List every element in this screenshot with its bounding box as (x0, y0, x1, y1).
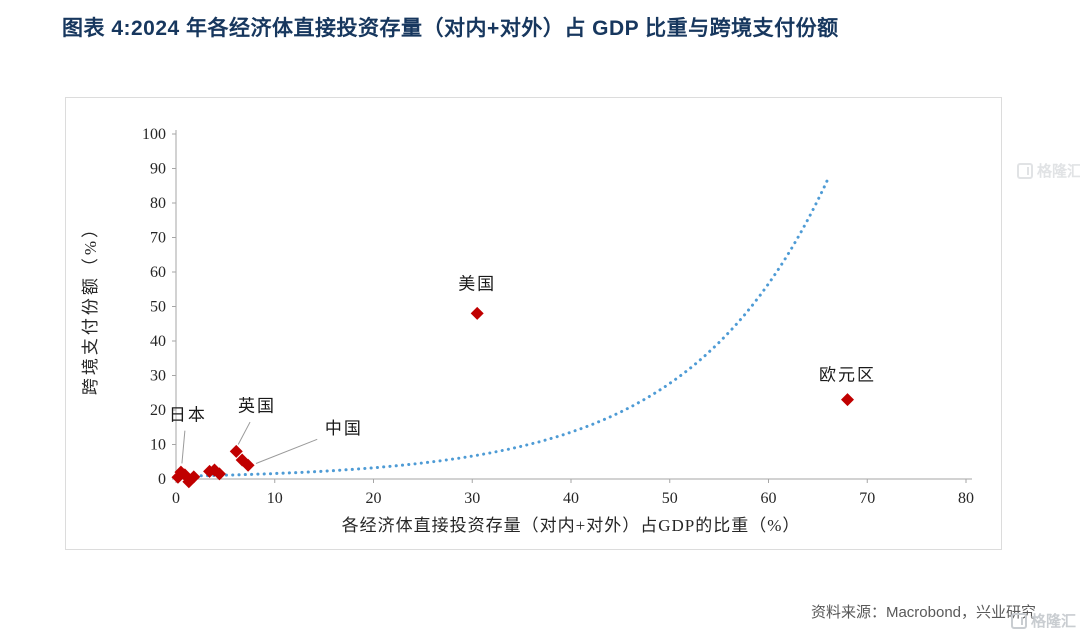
y-tick-label: 50 (150, 299, 166, 316)
annotation-leader-line (255, 438, 318, 464)
x-tick-label: 40 (563, 490, 579, 507)
gelonghui-logo-icon (1016, 162, 1033, 179)
y-axis-title: 跨境支付份额（%） (81, 218, 100, 395)
source-note: 资料来源：Macrobond，兴业研究 (810, 604, 1036, 621)
x-tick-label: 0 (172, 490, 180, 507)
point-label: 美国 (458, 274, 496, 293)
scatter-point (171, 470, 185, 484)
y-tick-label: 20 (150, 402, 166, 419)
y-tick-label: 0 (158, 471, 166, 488)
x-tick-label: 50 (662, 490, 678, 507)
annotation-leader-line (237, 421, 251, 445)
y-tick-label: 10 (150, 437, 166, 454)
watermark-bottom: 格隆汇 (1010, 610, 1076, 631)
scatter-point (229, 444, 243, 458)
y-tick-label: 70 (150, 230, 166, 247)
y-tick-label: 90 (150, 161, 166, 178)
scatter-point (470, 306, 484, 320)
x-tick-label: 20 (366, 490, 382, 507)
point-label: 欧元区 (819, 366, 876, 385)
y-tick-label: 60 (150, 264, 166, 281)
y-tick-label: 80 (150, 195, 166, 212)
y-tick-label: 100 (142, 126, 166, 143)
watermark-side: 格隆汇 (1016, 160, 1080, 181)
y-tick-label: 30 (150, 368, 166, 385)
point-label: 日本 (169, 405, 207, 424)
scatter-point (187, 470, 201, 484)
point-label: 中国 (325, 419, 363, 438)
x-tick-label: 30 (464, 490, 480, 507)
annotation-leader-line (181, 430, 186, 464)
x-tick-label: 10 (267, 490, 283, 507)
gelonghui-logo-icon (1010, 612, 1027, 629)
y-tick-label: 40 (150, 333, 166, 350)
watermark-text: 格隆汇 (1036, 163, 1080, 180)
x-axis-title: 各经济体直接投资存量（对内+对外）占GDP的比重（%） (342, 516, 801, 535)
chart-title: 图表 4:2024 年各经济体直接投资存量（对内+对外）占 GDP 比重与跨境支… (62, 17, 839, 40)
chart-container: 0 10 20 30 40 50 60 70 80 0 10 20 30 40 50 60 70 80 90 100 各… (65, 97, 1002, 550)
trend-curve (174, 177, 830, 478)
watermark-text: 格隆汇 (1030, 613, 1076, 630)
scatter-chart: 0 10 20 30 40 50 60 70 80 0 10 20 30 40 50 60 70 80 90 100 各… (81, 126, 974, 535)
scatter-point (841, 393, 854, 407)
scatter-point (241, 458, 255, 472)
x-tick-label: 70 (859, 490, 875, 507)
x-tick-label: 60 (761, 490, 777, 507)
scatter-point (212, 467, 226, 481)
x-tick-label: 80 (958, 490, 974, 507)
point-label: 英国 (238, 397, 276, 416)
